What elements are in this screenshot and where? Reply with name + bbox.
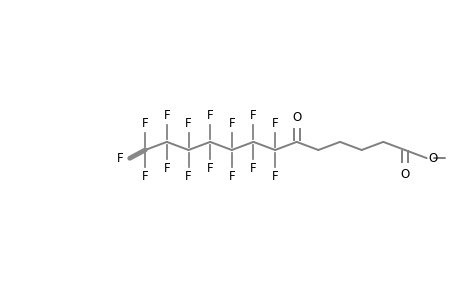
Text: O: O bbox=[427, 152, 436, 165]
Text: F: F bbox=[207, 109, 213, 122]
Text: F: F bbox=[271, 170, 278, 183]
Text: F: F bbox=[271, 117, 278, 130]
Text: F: F bbox=[185, 117, 191, 130]
Text: O: O bbox=[291, 111, 301, 124]
Text: F: F bbox=[228, 170, 235, 183]
Text: O: O bbox=[399, 168, 409, 181]
Text: F: F bbox=[250, 109, 256, 122]
Text: F: F bbox=[141, 117, 148, 130]
Text: F: F bbox=[117, 152, 123, 165]
Text: F: F bbox=[163, 109, 170, 122]
Text: F: F bbox=[250, 162, 256, 175]
Text: F: F bbox=[163, 162, 170, 175]
Text: F: F bbox=[141, 170, 148, 183]
Text: F: F bbox=[207, 162, 213, 175]
Text: F: F bbox=[185, 170, 191, 183]
Text: F: F bbox=[228, 117, 235, 130]
